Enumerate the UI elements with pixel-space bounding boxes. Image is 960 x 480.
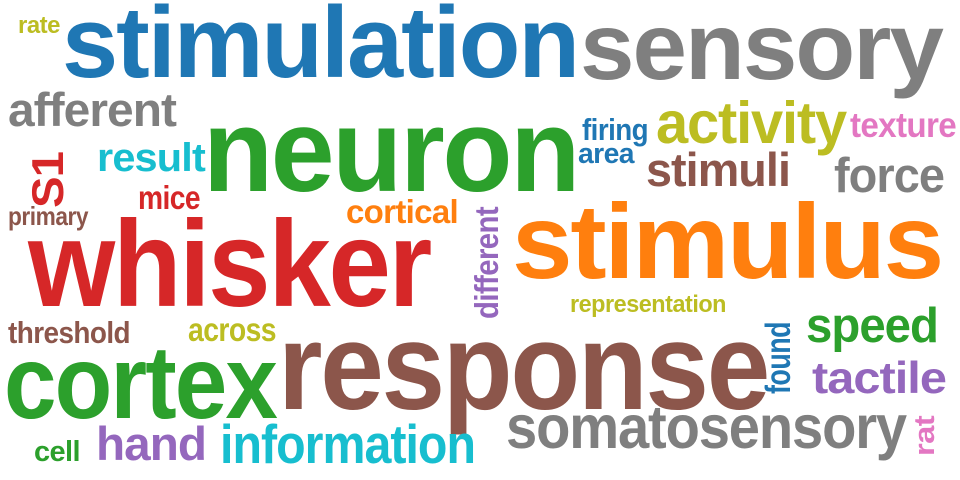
word-s1: S1 [21, 152, 73, 208]
word-cortical: cortical [346, 193, 459, 231]
word-representation: representation [570, 291, 726, 318]
word-afferent: afferent [8, 84, 177, 138]
word-rate: rate [18, 12, 60, 39]
word-rat: rat [909, 416, 942, 456]
word-sensory: sensory [580, 0, 944, 100]
word-activity: activity [656, 90, 847, 157]
word-speed: speed [806, 297, 939, 354]
word-stimuli: stimuli [646, 144, 791, 198]
word-primary: primary [8, 201, 88, 232]
word-tactile: tactile [812, 351, 947, 403]
word-threshold: threshold [8, 314, 131, 350]
word-found: found [758, 322, 799, 394]
word-stimulus: stimulus [512, 182, 944, 302]
word-cell: cell [34, 436, 81, 469]
word-area: area [578, 138, 635, 171]
word-texture: texture [850, 105, 957, 146]
word-somatosensory: somatosensory [506, 392, 907, 462]
word-firing: firing [582, 111, 649, 147]
word-across: across [188, 311, 277, 349]
word-hand: hand [96, 418, 207, 472]
word-neuron: neuron [203, 85, 580, 218]
word-result: result [97, 134, 206, 180]
word-stimulation: stimulation [62, 0, 580, 99]
word-whisker: whisker [28, 195, 432, 333]
word-force: force [834, 147, 945, 204]
word-response: response [278, 297, 770, 436]
word-information: information [220, 413, 476, 475]
word-different: different [468, 207, 506, 319]
word-mice: mice [138, 179, 201, 217]
word-cortex: cortex [4, 324, 278, 441]
